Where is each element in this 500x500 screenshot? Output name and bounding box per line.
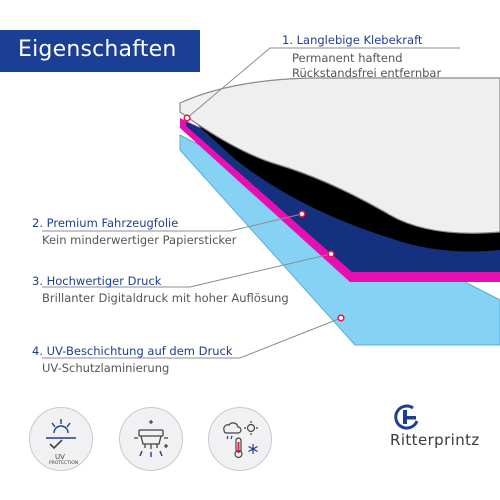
uv-protection-icon: UV PROTECTION (29, 407, 93, 471)
feature-3-line-1: Brillanter Digitaldruck mit hoher Auflös… (42, 291, 289, 305)
car-wash-icon (119, 407, 183, 471)
marker-2 (298, 210, 306, 218)
release-liner-layer (179, 77, 500, 234)
feature-4-title: 4. UV-Beschichtung auf dem Druck (32, 344, 233, 358)
feature-1-line-1: Permanent haftend (292, 51, 403, 65)
brand-name: Ritterprintz (390, 431, 480, 449)
leader-line-1 (186, 47, 460, 119)
leader-line-4 (42, 317, 342, 359)
leader-line-3 (42, 253, 332, 288)
feature-1-line-2: Rückstandsfrei entfernbar (292, 66, 442, 80)
marker-4 (337, 314, 345, 322)
marker-3 (327, 250, 335, 258)
feature-4-line-1: UV-Schutzlaminierung (42, 361, 170, 375)
feature-2-line-1: Kein minderwertiger Papiersticker (42, 233, 237, 247)
weather-resistant-icon (208, 407, 272, 471)
banner-title: Eigenschaften (18, 37, 177, 62)
title-banner: Eigenschaften (0, 30, 200, 72)
uv-sub-label: PROTECTION (49, 461, 79, 466)
uv-label: UV (55, 453, 65, 461)
feature-1-title: 1. Langlebige Klebekraft (282, 33, 423, 47)
marker-1 (183, 114, 191, 122)
leader-line-2 (42, 213, 303, 232)
feature-2-title: 2. Premium Fahrzeugfolie (32, 216, 179, 230)
ritterprintz-logo-icon (394, 404, 419, 430)
feature-3-title: 3. Hochwertiger Druck (32, 274, 162, 288)
